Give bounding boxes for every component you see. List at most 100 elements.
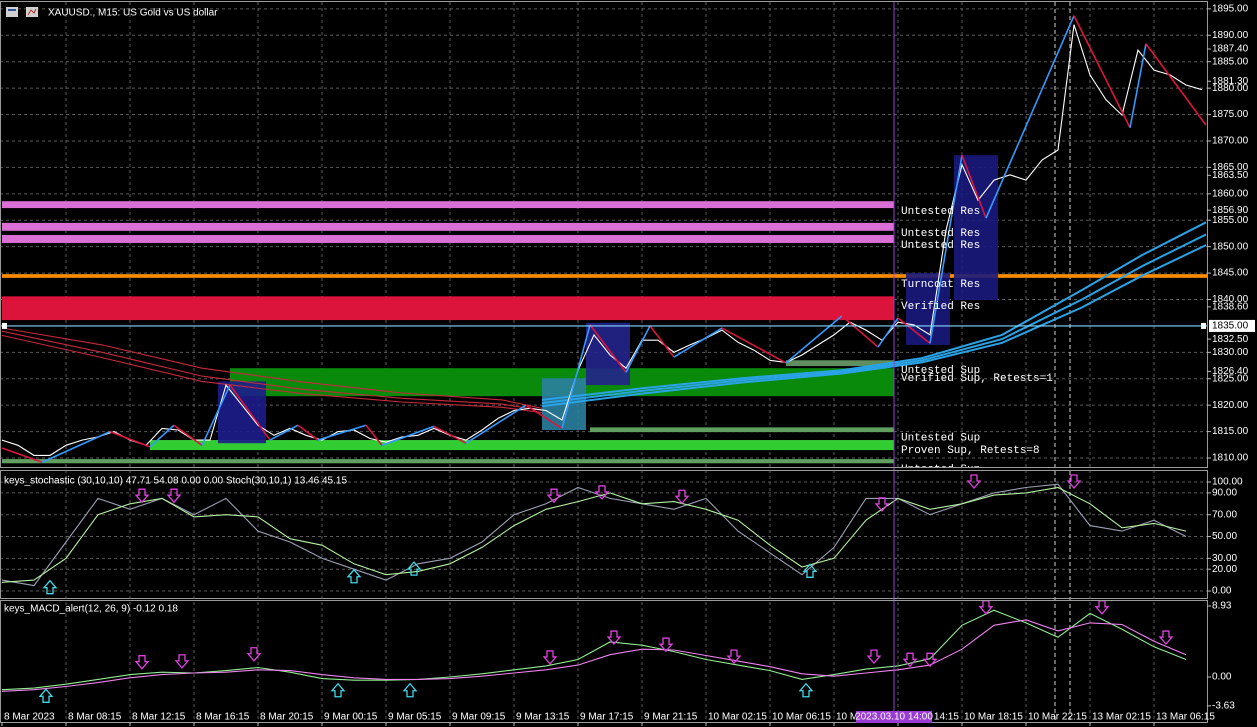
sell-arrow (966, 474, 982, 490)
grid-layer (0, 2, 1207, 722)
series-line (1, 334, 543, 414)
y-tick-label: 90.00 (1212, 488, 1237, 499)
indicator-title: keys_MACD_alert(12, 26, 9) -0.12 0.18 (4, 604, 178, 615)
swing-box (954, 155, 998, 301)
zone-label: Verified Sup, Retests=1 (901, 373, 1053, 385)
x-tick-label: 8 Mar 20:15 (260, 712, 314, 723)
x-tick-label: 9 Mar 21:15 (644, 712, 698, 723)
zone-label: Untested Res (901, 228, 980, 240)
y-tick-label: 8.93 (1212, 601, 1232, 612)
zigzag-segment (649, 325, 675, 358)
zigzag-segment (317, 424, 367, 441)
level-label: 1832.50 (1212, 334, 1249, 345)
zigzag-segment (625, 325, 651, 373)
series-line (541, 221, 1207, 401)
x-tick-label: 9 Mar 00:15 (324, 712, 378, 723)
zigzag-segment (785, 315, 843, 364)
series-line (541, 244, 1207, 408)
y-tick-label: 1815.00 (1212, 426, 1249, 437)
zone (2, 296, 894, 321)
zigzag-segment (41, 430, 111, 463)
zone-label: Untested Sup (901, 432, 980, 444)
pane-frame (0, 1, 1208, 468)
price-label-box (1209, 319, 1255, 332)
sell-arrow (922, 652, 938, 668)
zigzag-segment (149, 424, 175, 448)
zigzag-segment (841, 315, 879, 348)
zone (2, 459, 894, 464)
y-tick-label: 1840.00 (1212, 294, 1249, 305)
zone-label: Verified Res (901, 301, 980, 313)
sell-arrow (166, 488, 182, 504)
sell-arrow (674, 489, 690, 505)
x-tick-label: 13 Mar 06:15 (1156, 712, 1215, 723)
zigzag-segment (525, 404, 563, 430)
x-tick-label: 9 Mar 05:15 (388, 712, 442, 723)
zigzag-segment (109, 430, 151, 448)
zone (150, 440, 894, 451)
swing-box (906, 273, 950, 345)
y-tick-label: 70.00 (1212, 509, 1237, 520)
swing-box (218, 381, 266, 444)
icon (6, 7, 18, 17)
level-label: 1881.30 (1212, 76, 1249, 87)
level-label: 1856.90 (1212, 205, 1249, 216)
y-tick-label: 1830.00 (1212, 347, 1249, 358)
sell-arrow (658, 637, 674, 653)
y-tick-label: 1860.00 (1212, 188, 1249, 199)
swing-box (586, 322, 630, 386)
zone (590, 427, 894, 433)
x-tick-label: 9 Mar 17:15 (580, 712, 634, 723)
x-tick-label: 9 Mar 13:15 (516, 712, 570, 723)
zigzag-segment (897, 317, 931, 344)
y-tick-label: 1870.00 (1212, 136, 1249, 147)
sell-arrow (134, 488, 150, 504)
zigzag-segment (433, 425, 467, 444)
sell-arrow (246, 647, 262, 662)
pane-frame (0, 600, 1208, 723)
zigzag-segment (1129, 43, 1147, 128)
cursor-label-box (856, 711, 932, 723)
y-tick-label: 20.00 (1212, 564, 1237, 575)
y-tick-label: 1865.00 (1212, 162, 1249, 173)
pane-frame (0, 470, 1208, 599)
y-tick-label: 1850.00 (1212, 241, 1249, 252)
x-tick-label: 10 Mar 06:15 (772, 712, 831, 723)
y-tick-label: 1845.00 (1212, 268, 1249, 279)
level-label: 1887.40 (1212, 44, 1249, 55)
zigzag-segment (589, 324, 627, 373)
zigzag-segment (721, 327, 787, 364)
zigzag-segment (1, 447, 43, 463)
x-tick-label: 10 Mar 22:15 (1028, 712, 1087, 723)
zigzag-segment (985, 15, 1075, 219)
level-label: 1826.40 (1212, 366, 1249, 377)
zone-label: Turncoat Res (901, 279, 980, 291)
zigzag-segment (381, 425, 435, 447)
zigzag-segment (229, 384, 271, 441)
macd-pane (1, 609, 1187, 692)
series-line (1, 483, 1187, 587)
y-tick-label: 1890.00 (1212, 30, 1249, 41)
y-tick-label: 0.00 (1212, 586, 1232, 597)
stochastic-pane (1, 483, 1187, 587)
zigzag-segment (201, 384, 231, 446)
y-tick-label: 50.00 (1212, 531, 1237, 542)
y-tick-label: 1820.00 (1212, 400, 1249, 411)
zigzag-segment (673, 327, 723, 358)
x-tick-label: 8 Mar 08:15 (68, 712, 122, 723)
zone-label: Untested Res (901, 206, 980, 218)
level-label: 1838.60 (1212, 302, 1249, 313)
zigzag-segment (961, 154, 987, 219)
icon (27, 8, 37, 16)
x-tick-label: 8 Mar 12:15 (132, 712, 186, 723)
y-tick-label: 1880.00 (1212, 83, 1249, 94)
series-line (1, 486, 1187, 583)
sell-arrow (134, 655, 150, 670)
zigzag-segment (465, 404, 527, 444)
x-tick-label: 10 Mar 02:15 (708, 712, 767, 723)
sell-arrow (594, 485, 610, 500)
y-tick-label: 100.00 (1212, 477, 1243, 488)
